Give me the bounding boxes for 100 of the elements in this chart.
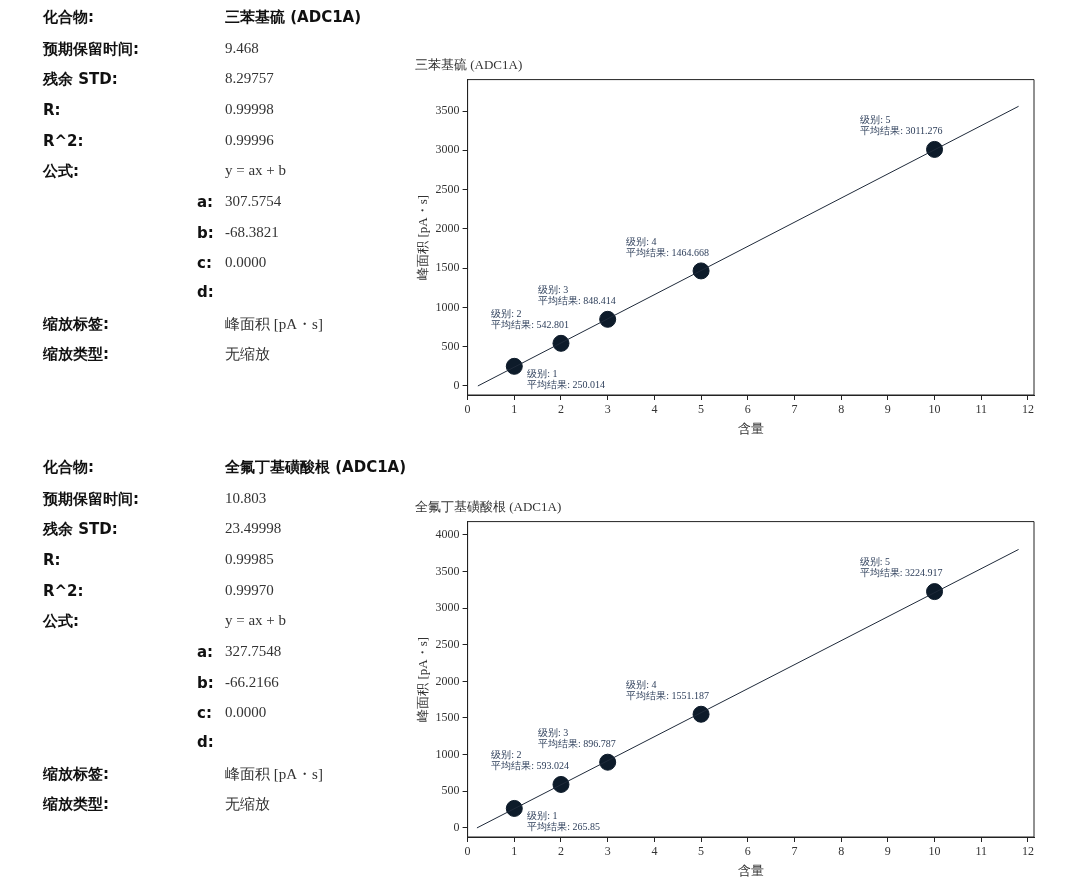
data-label: 级别: 3 平均结果: 848.414 bbox=[537, 283, 616, 306]
y-tick-label: 0 bbox=[453, 378, 460, 393]
text: 0.99985 bbox=[225, 551, 274, 568]
x-tick-label: 12 bbox=[1021, 844, 1034, 859]
text: 峰面积 [pA・s] bbox=[225, 765, 323, 784]
text: R^2: bbox=[43, 582, 84, 600]
y-tick-label: 2500 bbox=[435, 636, 460, 651]
point bbox=[692, 705, 710, 723]
y-tick-label: 2000 bbox=[435, 673, 460, 688]
text: 8.29757 bbox=[225, 70, 274, 87]
text: 0.99998 bbox=[225, 101, 274, 118]
text: 307.5754 bbox=[225, 193, 282, 210]
point bbox=[599, 753, 617, 771]
y-tick-label: 0 bbox=[453, 820, 460, 835]
y-tick-label: 3500 bbox=[435, 103, 460, 118]
text: 无缩放 bbox=[225, 345, 270, 364]
point bbox=[926, 140, 944, 158]
text: c: bbox=[197, 254, 212, 272]
y-tick-label: 1000 bbox=[435, 299, 460, 314]
x-tick-label: 11 bbox=[975, 844, 988, 859]
data-label: 级别: 5 平均结果: 3224.917 bbox=[859, 556, 943, 579]
text: 缩放标签: bbox=[43, 315, 109, 334]
x-tick-label: 4 bbox=[651, 844, 658, 859]
y-tick-label: 1000 bbox=[435, 746, 460, 761]
text: -68.3821 bbox=[225, 224, 279, 241]
text: 公式: bbox=[43, 162, 79, 181]
y-tick-label: 3000 bbox=[435, 142, 460, 157]
y-axis-title: 峰面积 [pA・s] bbox=[415, 194, 431, 280]
x-tick-label: 1 bbox=[511, 402, 518, 417]
text: 三苯基硫 (ADC1A) bbox=[225, 8, 362, 27]
x-axis-title: 含量 bbox=[737, 420, 764, 436]
text: 缩放类型: bbox=[43, 795, 109, 814]
y-axis-title: 峰面积 [pA・s] bbox=[415, 636, 431, 722]
text: 无缩放 bbox=[225, 795, 270, 814]
y-tick-label: 500 bbox=[441, 338, 460, 353]
x-tick-label: 0 bbox=[464, 402, 471, 417]
x-tick-label: 8 bbox=[838, 844, 845, 859]
x-tick-label: 9 bbox=[884, 844, 891, 859]
y-tick-label: 2500 bbox=[435, 181, 460, 196]
text: 预期保留时间: bbox=[43, 490, 139, 509]
x-tick-label: 2 bbox=[557, 844, 564, 859]
x-tick-label: 9 bbox=[884, 402, 891, 417]
text: 预期保留时间: bbox=[43, 40, 139, 59]
point bbox=[926, 583, 944, 601]
text: 缩放类型: bbox=[43, 345, 109, 364]
x-axis-title: 含量 bbox=[737, 862, 764, 878]
x-tick-label: 2 bbox=[557, 402, 564, 417]
text: 9.468 bbox=[225, 40, 259, 57]
x-tick-label: 5 bbox=[698, 844, 705, 859]
text: y = ax + b bbox=[225, 162, 287, 179]
point bbox=[692, 262, 710, 280]
data-label: 级别: 1 平均结果: 265.85 bbox=[527, 810, 601, 833]
text: 0.99996 bbox=[225, 132, 274, 149]
x-tick-label: 7 bbox=[791, 844, 798, 859]
text: R: bbox=[43, 551, 61, 569]
x-tick-label: 12 bbox=[1021, 402, 1034, 417]
x-tick-label: 4 bbox=[651, 402, 658, 417]
x-tick-label: 6 bbox=[744, 402, 751, 417]
text: 残余 STD: bbox=[43, 70, 118, 89]
text: 23.49998 bbox=[225, 520, 282, 537]
x-tick-label: 7 bbox=[791, 402, 798, 417]
x-tick-label: 1 bbox=[511, 844, 518, 859]
x-tick-label: 3 bbox=[604, 402, 611, 417]
y-tick-label: 2000 bbox=[435, 221, 460, 236]
text: 缩放标签: bbox=[43, 765, 109, 784]
x-tick-label: 8 bbox=[838, 402, 845, 417]
text: 0.0000 bbox=[225, 704, 267, 721]
x-tick-label: 0 bbox=[464, 844, 471, 859]
data-label: 级别: 4 平均结果: 1551.187 bbox=[626, 678, 710, 701]
y-tick-label: 1500 bbox=[435, 260, 460, 275]
y-tick-label: 3000 bbox=[435, 600, 460, 615]
text: c: bbox=[197, 704, 212, 722]
text: d: bbox=[197, 733, 214, 751]
text: 10.803 bbox=[225, 490, 267, 507]
x-tick-label: 3 bbox=[604, 844, 611, 859]
text: 化合物: bbox=[43, 458, 94, 477]
data-label: 级别: 1 平均结果: 250.014 bbox=[527, 367, 606, 390]
text: 全氟丁基磺酸根 (ADC1A) bbox=[225, 458, 407, 477]
text: a: bbox=[197, 193, 214, 211]
text: 327.7548 bbox=[225, 643, 282, 660]
text: b: bbox=[197, 224, 214, 242]
y-tick-label: 3500 bbox=[435, 563, 460, 578]
text: y = ax + b bbox=[225, 612, 287, 629]
text: 0.0000 bbox=[225, 254, 267, 271]
text: 化合物: bbox=[43, 8, 94, 27]
data-label: 级别: 4 平均结果: 1464.668 bbox=[626, 235, 710, 258]
chart-title: 全氟丁基磺酸根 (ADC1A) bbox=[415, 499, 562, 515]
text: 峰面积 [pA・s] bbox=[225, 315, 323, 334]
text: 残余 STD: bbox=[43, 520, 118, 539]
y-tick-label: 500 bbox=[441, 783, 460, 798]
x-tick-label: 6 bbox=[744, 844, 751, 859]
data-label: 级别: 3 平均结果: 896.787 bbox=[537, 726, 616, 749]
data-label: 级别: 5 平均结果: 3011.276 bbox=[860, 114, 943, 137]
x-tick-label: 10 bbox=[928, 402, 941, 417]
text: -66.2166 bbox=[225, 674, 279, 691]
data-label: 级别: 2 平均结果: 542.801 bbox=[491, 307, 569, 330]
text: 公式: bbox=[43, 612, 79, 631]
chart-title: 三苯基硫 (ADC1A) bbox=[415, 57, 523, 73]
text: 0.99970 bbox=[225, 582, 274, 599]
x-tick-label: 5 bbox=[698, 402, 705, 417]
